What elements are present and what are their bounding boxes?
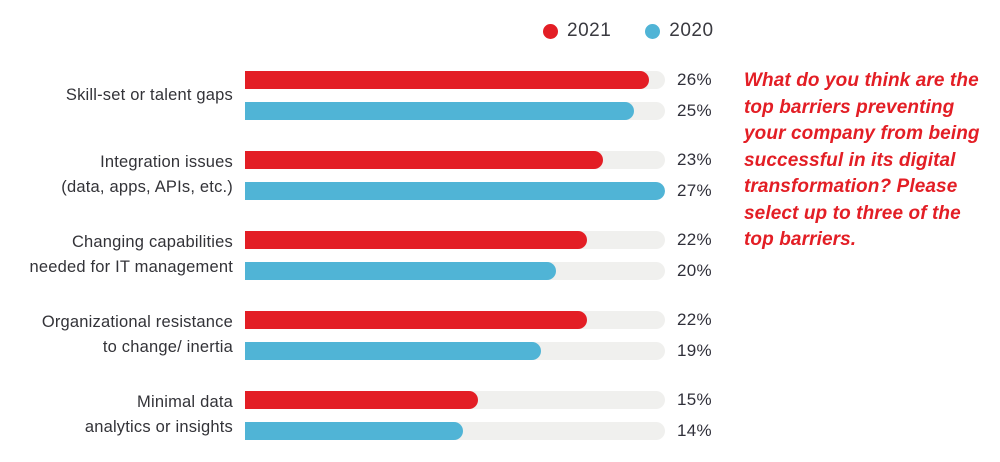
bar-track bbox=[245, 71, 665, 89]
value-label: 25% bbox=[677, 101, 712, 120]
bar-fill-2021 bbox=[245, 150, 603, 169]
chart-row: Changing capabilities needed for IT mana… bbox=[0, 230, 725, 280]
category-label: Changing capabilities needed for IT mana… bbox=[29, 233, 233, 276]
chart-row: Minimal data analytics or insights 15% 14% bbox=[0, 390, 725, 440]
bar-line-2021: 15% bbox=[245, 389, 725, 409]
category-label: Integration issues (data, apps, APIs, et… bbox=[61, 153, 233, 196]
bar-track bbox=[245, 102, 665, 120]
bar-track bbox=[245, 390, 665, 409]
category-label: Minimal data analytics or insights bbox=[84, 393, 233, 436]
bar-line-2020: 14% bbox=[245, 420, 725, 440]
bar-track bbox=[245, 310, 665, 329]
chart-row: Integration issues (data, apps, APIs, et… bbox=[0, 150, 725, 200]
legend-item: 2021 bbox=[543, 20, 611, 42]
bar-group: 15% 14% bbox=[245, 389, 725, 440]
value-label: 20% bbox=[677, 260, 712, 280]
legend-dot-icon bbox=[543, 23, 558, 39]
bar-fill-2021 bbox=[245, 71, 650, 89]
bar-group: 26% 25% bbox=[245, 70, 725, 120]
legend-dot-icon bbox=[645, 23, 661, 39]
category-label: Organizational resistance to change/ ine… bbox=[41, 313, 233, 356]
bar-line-2020: 19% bbox=[245, 340, 725, 360]
bar-group: 23% 27% bbox=[245, 149, 725, 200]
value-label: 26% bbox=[677, 70, 712, 89]
bar-chart: Skill-set or talent gaps 26% 25% Integratio… bbox=[0, 70, 725, 440]
bar-line-2021: 26% bbox=[245, 70, 725, 89]
bar-line-2020: 27% bbox=[245, 180, 725, 200]
bar-track bbox=[245, 421, 665, 440]
category-label: Skill-set or talent gaps bbox=[65, 86, 233, 104]
bar-line-2021: 22% bbox=[245, 309, 725, 329]
value-label: 23% bbox=[677, 149, 712, 169]
bar-fill-2020 bbox=[245, 181, 665, 200]
bar-track bbox=[245, 181, 665, 200]
value-label: 22% bbox=[677, 229, 712, 249]
value-label: 14% bbox=[677, 420, 712, 440]
bar-fill-2020 bbox=[245, 341, 541, 360]
bar-fill-2021 bbox=[245, 230, 588, 249]
bar-fill-2020 bbox=[245, 102, 634, 120]
bar-track bbox=[245, 261, 665, 280]
chart-legend: 2021 2020 bbox=[543, 20, 714, 42]
value-label: 15% bbox=[677, 389, 712, 409]
bar-group: 22% 20% bbox=[245, 229, 725, 280]
legend-item: 2020 bbox=[645, 20, 713, 42]
bar-line-2020: 20% bbox=[245, 260, 725, 280]
chart-row: Organizational resistance to change/ ine… bbox=[0, 310, 725, 360]
legend-label: 2021 bbox=[567, 20, 612, 41]
bar-track bbox=[245, 150, 665, 169]
bar-line-2021: 23% bbox=[245, 149, 725, 169]
value-label: 27% bbox=[677, 180, 712, 200]
chart-row: Skill-set or talent gaps 26% 25% bbox=[0, 70, 725, 120]
value-label: 19% bbox=[677, 340, 712, 360]
bar-fill-2021 bbox=[245, 310, 588, 329]
value-label: 22% bbox=[677, 309, 712, 329]
bar-group: 22% 19% bbox=[245, 309, 725, 360]
bar-track bbox=[245, 230, 665, 249]
survey-question-text: What do you think are the top barriers p… bbox=[744, 70, 980, 250]
bar-fill-2020 bbox=[245, 261, 557, 280]
bar-fill-2020 bbox=[245, 421, 463, 440]
bar-line-2021: 22% bbox=[245, 229, 725, 249]
legend-label: 2020 bbox=[669, 20, 714, 41]
bar-fill-2021 bbox=[245, 390, 479, 409]
bar-track bbox=[245, 341, 665, 360]
bar-line-2020: 25% bbox=[245, 101, 725, 120]
